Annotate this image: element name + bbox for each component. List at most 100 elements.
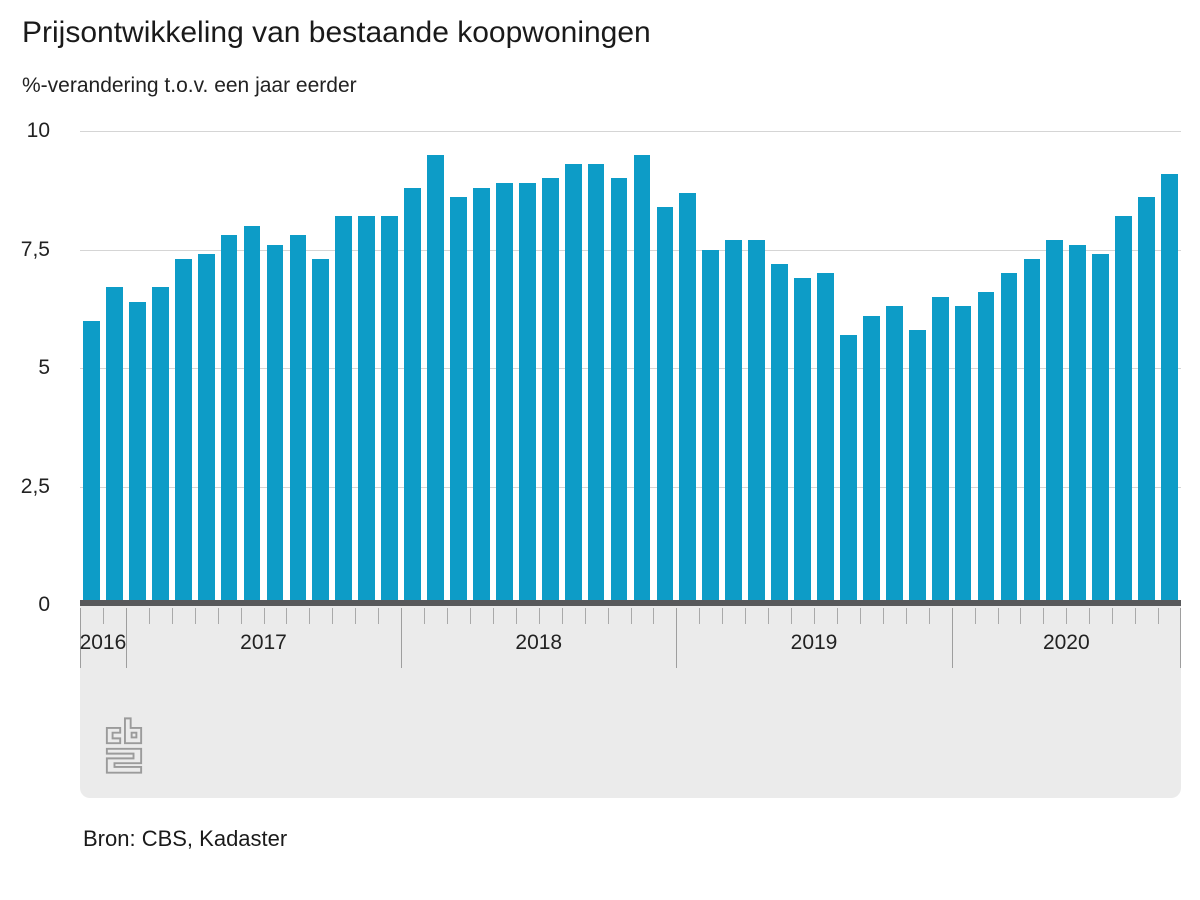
y-axis-label-5: 5 (38, 356, 50, 379)
month-tick (882, 608, 884, 624)
bar-2018-06 (518, 183, 536, 605)
y-axis-label-2_5: 2,5 (20, 474, 50, 498)
y-axis: 10 7,5 5 2,5 0 (0, 120, 50, 616)
gridline-10 (80, 131, 1181, 132)
month-tick (722, 608, 724, 624)
source-text: Bron: CBS, Kadaster (83, 826, 288, 851)
month-tick (561, 608, 563, 624)
year-label-2016: 2016 (79, 631, 127, 654)
month-tick (1066, 608, 1068, 624)
y-axis-label-7_5: 7,5 (20, 237, 50, 261)
month-tick (905, 608, 907, 624)
bar-2017-10 (335, 216, 353, 605)
bar-2018-08 (564, 164, 582, 605)
bar-2019-05 (771, 263, 788, 605)
month-tick (859, 608, 861, 624)
month-tick (607, 608, 609, 624)
bar-2019-07 (817, 273, 834, 605)
month-tick (492, 608, 494, 624)
x-axis-band: 2016 2017 2018 2019 2020 (80, 606, 1181, 798)
bar-2019-10 (885, 306, 903, 605)
gridline-7.5 (80, 249, 1181, 251)
gridline-5 (80, 368, 1181, 369)
bar-2018-02 (427, 154, 444, 605)
month-tick (630, 608, 632, 624)
year-boundary-tick (1180, 608, 1181, 668)
bar-2019-08 (840, 334, 857, 605)
bar-2019-04 (748, 240, 766, 605)
bar-2017-09 (312, 258, 330, 605)
month-tick (263, 608, 265, 624)
page-title: Prijsontwikkeling van bestaande koopwoni… (22, 16, 651, 49)
month-tick (1135, 608, 1137, 624)
month-tick (148, 608, 150, 624)
month-tick (974, 608, 976, 624)
gridline-2.5 (80, 486, 1181, 488)
bar-2020-06 (1069, 244, 1087, 605)
month-tick (469, 608, 471, 624)
chart-subtitle: %-verandering t.o.v. een jaar eerder (22, 74, 357, 97)
bar-2018-12 (656, 206, 674, 605)
bar-2017-02 (151, 287, 169, 605)
bar-2017-04 (197, 254, 215, 605)
bar-2017-06 (243, 225, 261, 605)
month-tick (538, 608, 540, 624)
year-label-2019: 2019 (790, 631, 838, 654)
bar-2020-01 (954, 306, 972, 605)
bar-2019-06 (794, 277, 811, 605)
bar-2020-09 (1138, 197, 1155, 605)
bar-2018-11 (633, 154, 651, 605)
bar-2019-01 (679, 192, 697, 605)
y-axis-label-0: 0 (38, 593, 50, 616)
bar-2020-07 (1092, 254, 1110, 605)
zero-baseline (80, 600, 1181, 606)
bar-2020-03 (1000, 273, 1018, 605)
bar-2017-07 (266, 244, 284, 605)
cbs-logo-b (124, 717, 143, 745)
month-tick (286, 608, 288, 624)
bar-2018-03 (450, 197, 467, 605)
bar-2019-11 (908, 330, 926, 605)
month-tick (997, 608, 999, 624)
bar-2017-11 (358, 216, 376, 605)
month-tick (768, 608, 770, 624)
year-label-2017: 2017 (240, 631, 287, 654)
cbs-logo-b-counter (130, 731, 138, 739)
month-tick (836, 608, 838, 624)
bar-2017-08 (289, 235, 307, 605)
month-tick (1158, 608, 1160, 624)
y-axis-label-10: 10 (26, 119, 50, 142)
month-tick (424, 608, 426, 624)
bar-2017-12 (381, 216, 399, 605)
month-tick (171, 608, 173, 624)
cbs-logo-s (105, 747, 143, 774)
bar-2019-03 (725, 240, 743, 605)
month-tick (699, 608, 701, 624)
month-tick (1089, 608, 1091, 624)
bar-2018-04 (473, 187, 490, 605)
bar-2016-11 (83, 320, 100, 605)
bar-2020-04 (1023, 258, 1041, 605)
bar-2020-05 (1046, 240, 1064, 605)
bar-2018-01 (404, 187, 421, 605)
year-boundary-tick (401, 608, 403, 668)
bar-2018-07 (541, 178, 559, 605)
bar-2017-01 (128, 301, 146, 605)
month-tick (240, 608, 242, 624)
bar-2019-09 (862, 315, 880, 605)
year-boundary-tick (676, 608, 678, 668)
month-tick (102, 608, 104, 624)
month-tick (928, 608, 930, 624)
bar-2017-05 (220, 235, 238, 605)
month-tick (447, 608, 448, 624)
year-boundary-tick (951, 608, 953, 668)
bar-2020-10 (1161, 173, 1178, 605)
bar-2020-02 (977, 292, 995, 605)
bar-2019-02 (702, 249, 720, 605)
month-tick (1020, 608, 1022, 624)
bar-2020-08 (1115, 216, 1133, 605)
chart-plot-area (80, 131, 1181, 605)
month-tick (355, 608, 357, 624)
month-tick (515, 608, 517, 624)
month-tick (194, 608, 196, 624)
